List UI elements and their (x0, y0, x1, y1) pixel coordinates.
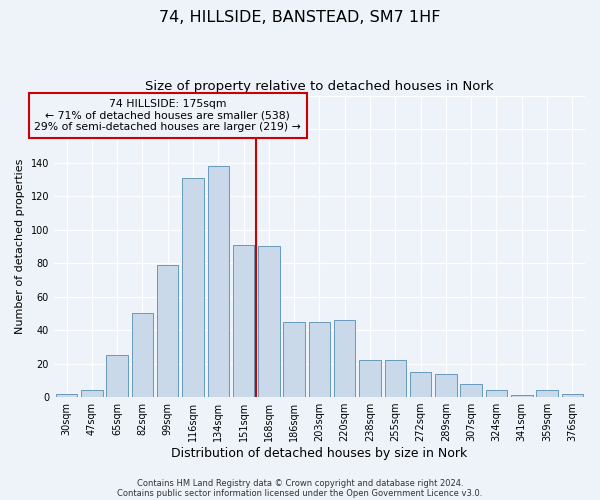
Bar (562, 394, 583, 397)
Bar (309, 322, 330, 397)
Text: Contains HM Land Registry data © Crown copyright and database right 2024.: Contains HM Land Registry data © Crown c… (137, 478, 463, 488)
Bar (460, 384, 482, 397)
X-axis label: Distribution of detached houses by size in Nork: Distribution of detached houses by size … (172, 447, 467, 460)
Title: Size of property relative to detached houses in Nork: Size of property relative to detached ho… (145, 80, 494, 93)
Bar (258, 246, 280, 397)
Bar (385, 360, 406, 397)
Bar (233, 244, 254, 397)
Text: 74 HILLSIDE: 175sqm
← 71% of detached houses are smaller (538)
29% of semi-detac: 74 HILLSIDE: 175sqm ← 71% of detached ho… (34, 99, 301, 132)
Y-axis label: Number of detached properties: Number of detached properties (15, 158, 25, 334)
Bar (56, 394, 77, 397)
Bar (334, 320, 355, 397)
Text: 74, HILLSIDE, BANSTEAD, SM7 1HF: 74, HILLSIDE, BANSTEAD, SM7 1HF (159, 10, 441, 25)
Bar (536, 390, 558, 397)
Bar (131, 314, 153, 397)
Bar (410, 372, 431, 397)
Bar (359, 360, 381, 397)
Bar (486, 390, 507, 397)
Bar (435, 374, 457, 397)
Bar (106, 355, 128, 397)
Bar (208, 166, 229, 397)
Bar (182, 178, 204, 397)
Bar (511, 396, 533, 397)
Bar (81, 390, 103, 397)
Bar (283, 322, 305, 397)
Text: Contains public sector information licensed under the Open Government Licence v3: Contains public sector information licen… (118, 488, 482, 498)
Bar (157, 264, 178, 397)
